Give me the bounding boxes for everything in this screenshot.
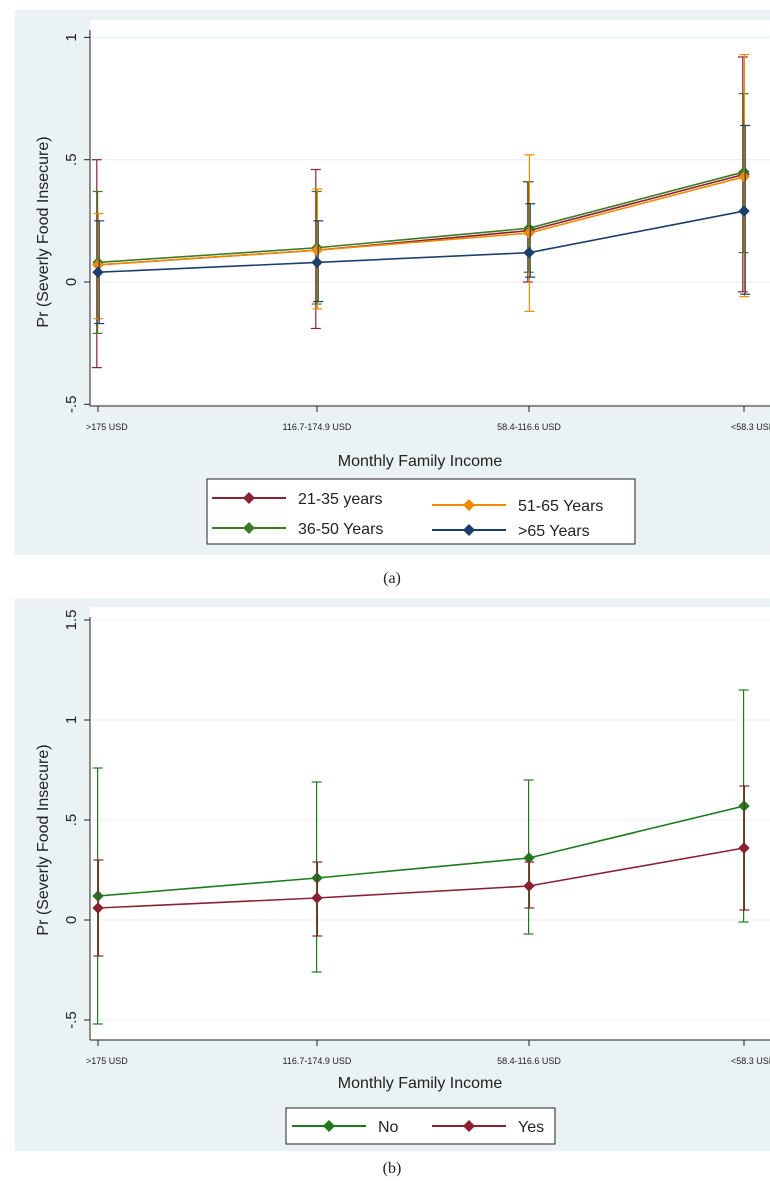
panel-a-legend-item: 51-65 Years <box>432 498 603 515</box>
panel-a-legend-marker <box>463 524 475 536</box>
panel-a-legend-items: 21-35 years 51-65 Years 36-50 Years >65 Yea… <box>212 491 603 540</box>
panel-a-y-axis-title: Pr (Severly Food Insecure) <box>35 136 52 327</box>
panel-a-series <box>91 53 751 369</box>
panel-a-y-tick-label: 1 <box>63 33 80 41</box>
panel-b-series-line <box>97 805 745 897</box>
panel-b-series-line <box>97 847 745 909</box>
panel-a-x-tick-label: <58.3 USD <box>731 422 770 432</box>
panel-b-y-tick-label: 1 <box>63 716 80 724</box>
panel-a-data-point <box>523 227 535 239</box>
panel-a-y-tick-label: -.5 <box>63 396 80 414</box>
panel-b-series <box>92 689 750 1025</box>
panel-b-legend-label: No <box>378 1119 399 1136</box>
panel-b-y-axis-title: Pr (Severly Food Insecure) <box>35 744 52 935</box>
panel-a-series-3 <box>92 124 751 325</box>
chart-panel-b: -.5 0 .5 1 1.5 >175 USD 116.7-174.9 USD 58.4-11… <box>15 598 770 1151</box>
panel-a-data-point <box>92 266 104 278</box>
panel-b-data-point <box>92 902 104 914</box>
panel-b-legend-item: Yes <box>432 1119 544 1136</box>
panel-a-legend-item: 36-50 Years <box>212 521 383 538</box>
panel-b-x-axis-title: Monthly Family Income <box>338 1075 503 1092</box>
panel-a-series-line <box>97 210 745 274</box>
panel-a-x-tick-label: 116.7-174.9 USD <box>283 422 352 432</box>
panel-b-data-point <box>738 842 750 854</box>
panel-a-gridlines <box>90 36 770 405</box>
panel-a-series-line <box>97 171 745 264</box>
panel-b-legend-label: Yes <box>518 1119 544 1136</box>
panel-a-data-point <box>738 205 750 217</box>
panel-b-legend-box <box>285 1107 556 1145</box>
panel-a-x-axis-title: Monthly Family Income <box>338 453 503 470</box>
panel-a-y-tick-label: 0 <box>63 278 80 286</box>
panel-b-data-point <box>311 892 323 904</box>
panel-a-legend-label: 51-65 Years <box>518 498 603 515</box>
panel-a-legend-marker <box>243 492 255 504</box>
panel-b-y-tick-label: .5 <box>63 814 80 827</box>
panel-a-data-point <box>523 246 535 259</box>
panel-b-x-tick-label: >175 USD <box>86 1056 128 1066</box>
panel-a-series-2 <box>92 53 750 320</box>
panel-a-data-point <box>738 171 750 183</box>
chart-panel-a: -.5 0 .5 1 >175 USD 116.7-174.9 USD 58.4-116.6… <box>15 10 770 555</box>
panel-a-data-point <box>311 256 323 269</box>
panel-a-legend-marker <box>243 522 255 534</box>
panel-a-y-tick-label: .5 <box>63 153 80 166</box>
panel-a-plot-area <box>90 20 770 406</box>
panel-a-caption: (a) <box>383 570 401 587</box>
panel-b-x-tick-label: 116.7-174.9 USD <box>283 1056 352 1066</box>
panel-a-legend-label: 21-35 years <box>298 491 383 508</box>
panel-a-legend: 21-35 years 51-65 Years 36-50 Years >65 Yea… <box>206 478 636 545</box>
panel-a-legend-marker <box>463 499 475 511</box>
panel-b-gridlines <box>90 619 770 1021</box>
panel-b-caption: (b) <box>383 1160 402 1177</box>
panel-b-y-tick-label: 1.5 <box>63 610 80 631</box>
panel-b-axes: -.5 0 .5 1 1.5 >175 USD 116.7-174.9 USD 58.4-11… <box>63 610 770 1066</box>
panel-a-axes: -.5 0 .5 1 >175 USD 116.7-174.9 USD 58.4-116.6… <box>63 30 770 432</box>
panel-a-legend-item: 21-35 years <box>212 491 383 508</box>
panel-b-x-tick-label: 58.4-116.6 USD <box>497 1056 561 1066</box>
panel-b-legend: No Yes <box>285 1107 556 1145</box>
panel-b-data-point <box>523 880 535 892</box>
panel-b-series-1 <box>92 785 750 957</box>
panel-b-series-0 <box>92 689 750 1025</box>
panel-a-legend-item: >65 Years <box>432 523 590 540</box>
panel-b-legend-marker <box>323 1120 335 1132</box>
panel-b-plot-area <box>90 607 770 1040</box>
panel-a-x-tick-label: 58.4-116.6 USD <box>497 422 561 432</box>
panel-a-legend-box <box>206 478 636 545</box>
panel-b-legend-items: No Yes <box>292 1119 544 1136</box>
panel-a-legend-label: >65 Years <box>518 523 590 540</box>
panel-a-x-tick-label: >175 USD <box>86 422 128 432</box>
panel-a-legend-label: 36-50 Years <box>298 521 383 538</box>
panel-b-y-tick-label: 0 <box>63 916 80 924</box>
panel-a-data-point <box>311 244 323 256</box>
panel-b-y-tick-label: -.5 <box>63 1011 80 1029</box>
panel-b-x-tick-label: <58.3 USD <box>731 1056 770 1066</box>
panel-a-series-line <box>97 176 745 266</box>
panel-b-legend-marker <box>463 1120 475 1132</box>
panel-b-legend-item: No <box>292 1119 399 1136</box>
